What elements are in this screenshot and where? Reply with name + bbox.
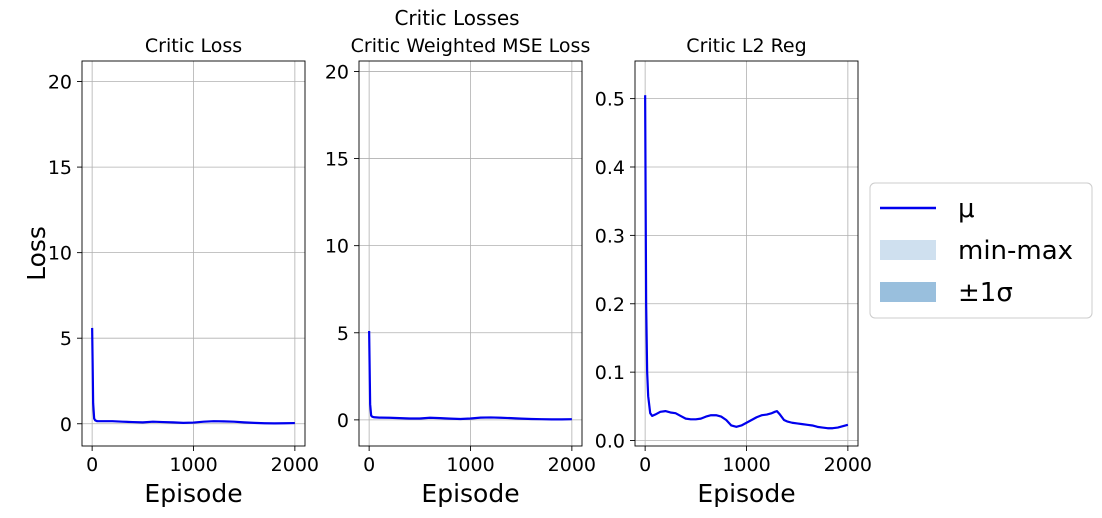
x-axis-label: Episode bbox=[421, 479, 519, 508]
y-tick-label: 0.3 bbox=[595, 225, 625, 247]
y-tick-label: 0 bbox=[60, 414, 72, 436]
y-tick-label: 20 bbox=[48, 72, 72, 94]
legend-label: μ bbox=[958, 194, 975, 224]
x-tick-label: 0 bbox=[86, 454, 98, 476]
y-tick-label: 10 bbox=[48, 243, 72, 265]
subplot-title: Critic L2 Reg bbox=[686, 35, 806, 57]
x-tick-label: 0 bbox=[363, 454, 375, 476]
x-tick-label: 1000 bbox=[446, 454, 494, 476]
y-tick-label: 5 bbox=[60, 328, 72, 350]
legend-patch-swatch bbox=[880, 282, 936, 302]
series-line-mu bbox=[91, 327, 295, 425]
x-tick-label: 2000 bbox=[824, 454, 872, 476]
y-tick-label: 5 bbox=[337, 323, 349, 345]
y-tick-label: 15 bbox=[325, 149, 349, 171]
legend-label: min-max bbox=[958, 236, 1073, 266]
y-tick-label: 0.4 bbox=[595, 157, 625, 179]
x-tick-label: 1000 bbox=[169, 454, 217, 476]
x-tick-label: 2000 bbox=[271, 454, 319, 476]
series-line-mu bbox=[644, 95, 849, 430]
y-tick-label: 0.5 bbox=[595, 89, 625, 111]
y-tick-label: 15 bbox=[48, 157, 72, 179]
x-axis-label: Episode bbox=[697, 479, 795, 508]
x-tick-label: 2000 bbox=[548, 454, 596, 476]
y-tick-label: 0.2 bbox=[595, 294, 625, 316]
legend-label: ±1σ bbox=[958, 278, 1013, 308]
subplot-title: Critic Weighted MSE Loss bbox=[351, 35, 591, 57]
figure-suptitle: Critic Losses bbox=[394, 6, 519, 30]
subplot-3: 0 1000 2000 0.0 0.1 0.2 0.3 0.4 0.5 Critic L2 Reg… bbox=[595, 35, 872, 508]
y-tick-label: 10 bbox=[325, 236, 349, 258]
y-tick-label: 20 bbox=[325, 61, 349, 83]
x-tick-label: 0 bbox=[639, 454, 651, 476]
y-axis-label: Loss bbox=[22, 226, 51, 281]
series-line-mu bbox=[368, 331, 572, 421]
legend-patch-swatch bbox=[880, 240, 936, 260]
subplot-title: Critic Loss bbox=[145, 35, 242, 57]
x-tick-label: 1000 bbox=[722, 454, 770, 476]
y-tick-label: 0 bbox=[337, 410, 349, 432]
y-tick-label: 0.1 bbox=[595, 362, 625, 384]
y-tick-label: 0.0 bbox=[595, 431, 625, 453]
subplot-1: 0 1000 2000 0 5 10 15 20 Critic Loss Episode Loss bbox=[22, 35, 319, 508]
x-axis-label: Episode bbox=[144, 479, 242, 508]
legend: μ min-max ±1σ bbox=[869, 182, 1093, 319]
